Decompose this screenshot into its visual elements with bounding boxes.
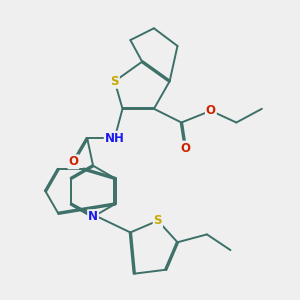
Text: N: N [88,210,98,223]
Text: S: S [154,214,162,227]
Text: NH: NH [105,132,124,145]
Text: S: S [110,75,119,88]
Text: O: O [68,155,78,168]
Text: O: O [180,142,190,154]
Text: O: O [206,104,216,117]
